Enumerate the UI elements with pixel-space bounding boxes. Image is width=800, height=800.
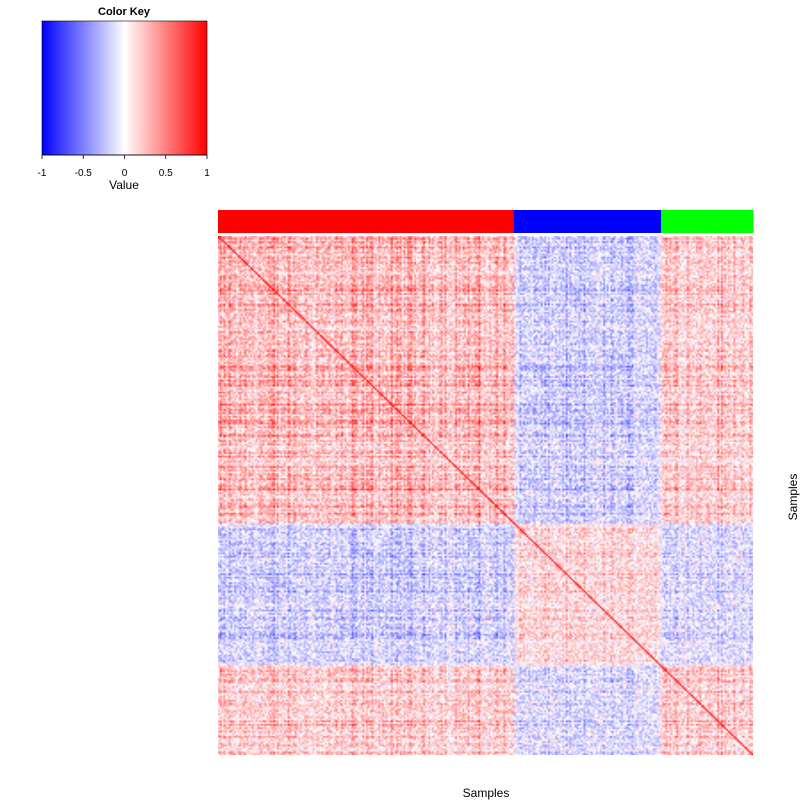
color-key: Color Key -1 -0.5 0 0.5 1 Value bbox=[38, 6, 211, 192]
y-axis-label: Samples bbox=[786, 474, 800, 521]
color-key-title: Color Key bbox=[98, 6, 151, 18]
color-key-gradient bbox=[41, 20, 208, 156]
heatmap-area bbox=[218, 236, 753, 755]
heatmap-cells bbox=[218, 236, 753, 755]
sample-group-segment-2 bbox=[513, 210, 662, 233]
color-key-tick-label: 0.5 bbox=[159, 168, 173, 179]
color-key-ticks: -1 -0.5 0 0.5 1 bbox=[38, 155, 210, 179]
color-key-tick-label: -1 bbox=[38, 168, 47, 179]
color-key-tick-label: -0.5 bbox=[75, 168, 93, 179]
sample-group-segment-1 bbox=[218, 210, 515, 233]
color-key-tick-label: 0 bbox=[122, 168, 128, 179]
sample-group-color-bar bbox=[218, 210, 754, 233]
x-axis-label: Samples bbox=[463, 786, 510, 800]
color-key-label: Value bbox=[109, 178, 139, 192]
color-key-tick-label: 1 bbox=[204, 168, 210, 179]
sample-group-segment-3 bbox=[660, 210, 754, 233]
